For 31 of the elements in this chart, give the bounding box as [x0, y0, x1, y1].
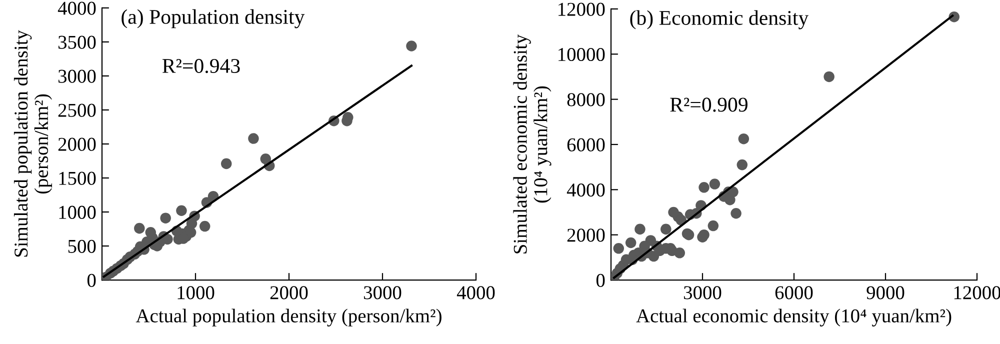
x-axis-title: Actual economic density (10⁴ yuan/km²)	[636, 308, 952, 326]
y-tick-label: 4000	[58, 2, 96, 15]
chart-title: (a) Population density	[122, 9, 305, 28]
x-axis-title: Actual population density (person/km²)	[136, 308, 442, 326]
x-tick-label: 3000	[684, 286, 722, 300]
y-tick-label: 2000	[58, 138, 96, 151]
chart-title: (b) Economic density	[630, 10, 809, 30]
y-tick-label: 3500	[58, 36, 96, 49]
annotation: R²=0.943	[162, 58, 240, 74]
y-tick-label: 8000	[567, 93, 605, 106]
annotation: R²=0.909	[670, 98, 748, 112]
y-axis-title: Simulated economic density (10⁴ yuan/km²)	[513, 34, 552, 254]
y-tick-label: 12000	[558, 2, 605, 16]
x-tick-label: 1000	[178, 286, 214, 300]
y-tick-label: 1500	[59, 172, 96, 185]
y-tick-label: 6000	[567, 138, 605, 152]
y-tick-label: 2000	[567, 228, 605, 242]
x-tick-label: 3000	[364, 286, 402, 300]
y-axis-title: Simulated population density (person/km²)	[14, 30, 52, 257]
y-tick-label: 10000	[558, 48, 605, 62]
x-tick-label: 4000	[456, 286, 495, 300]
y-tick-label: 0	[596, 274, 605, 287]
y-tick-label: 4000	[566, 183, 605, 197]
x-tick-label: 2000	[270, 286, 308, 300]
y-tick-label: 0	[87, 274, 96, 287]
y-tick-label: 500	[68, 240, 96, 253]
y-tick-label: 2500	[58, 104, 96, 117]
y-tick-label: 3000	[58, 70, 96, 83]
x-tick-label: 6000	[775, 286, 813, 300]
y-tick-label: 1000	[59, 206, 96, 219]
x-tick-label: 9000	[866, 286, 904, 300]
